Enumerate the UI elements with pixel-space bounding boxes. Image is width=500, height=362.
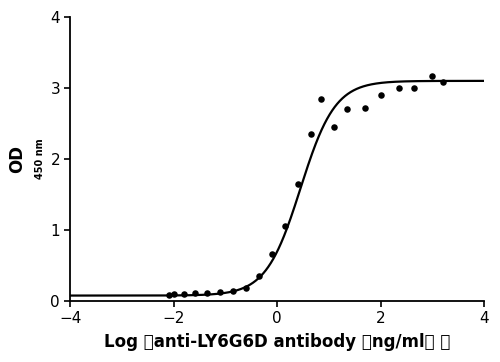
Point <box>428 73 436 79</box>
Point <box>307 131 315 137</box>
Point <box>361 105 369 111</box>
Point <box>242 286 250 291</box>
Text: OD: OD <box>8 145 26 173</box>
Point <box>330 124 338 130</box>
Point <box>317 96 325 101</box>
Point <box>294 181 302 186</box>
Point <box>268 252 276 257</box>
Point <box>190 291 198 296</box>
Point <box>164 292 172 298</box>
Point <box>395 85 403 91</box>
Point <box>376 92 384 98</box>
Point <box>216 289 224 295</box>
Point <box>281 223 289 229</box>
Text: 450 nm: 450 nm <box>36 139 46 179</box>
Point <box>170 291 178 297</box>
X-axis label: Log （anti-LY6G6D antibody （ng/ml） ）: Log （anti-LY6G6D antibody （ng/ml） ） <box>104 333 451 351</box>
Point <box>230 288 237 294</box>
Point <box>410 85 418 91</box>
Point <box>438 79 446 85</box>
Point <box>255 273 263 279</box>
Point <box>180 291 188 297</box>
Point <box>343 106 351 112</box>
Point <box>204 290 212 296</box>
